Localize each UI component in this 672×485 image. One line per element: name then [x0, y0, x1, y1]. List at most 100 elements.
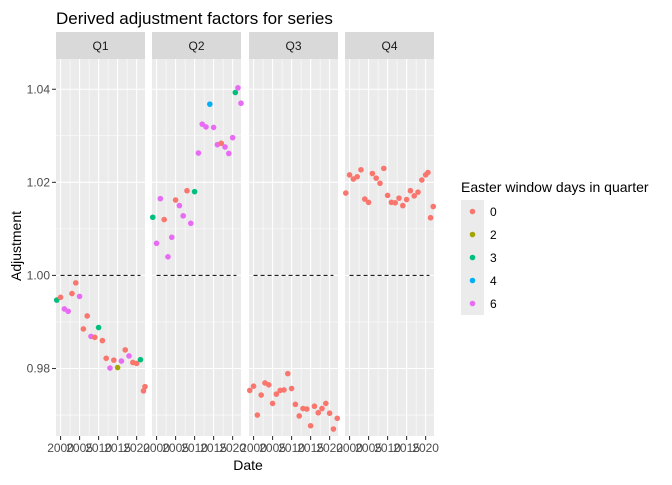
data-point [281, 387, 287, 393]
data-point [161, 216, 167, 223]
data-point [254, 412, 261, 418]
data-point [107, 365, 113, 371]
x-tick-label: 2000 [336, 441, 363, 455]
x-tick-label: 2010 [85, 441, 112, 455]
data-point [84, 313, 90, 319]
panel-background [345, 59, 434, 436]
data-point [99, 337, 106, 344]
data-point [165, 254, 171, 260]
y-tick-label: 1.02 [27, 175, 51, 189]
data-point [288, 385, 295, 392]
legend-marker [469, 208, 476, 215]
data-point [265, 382, 272, 388]
chart-title: Derived adjustment factors for series [56, 9, 333, 28]
data-point [304, 406, 310, 412]
data-point [207, 101, 213, 107]
data-point [380, 165, 387, 172]
facet-strip [249, 32, 338, 59]
data-point [307, 422, 314, 429]
legend-label: 0 [490, 205, 497, 219]
data-point [330, 426, 337, 432]
legend-entry: 0 [461, 200, 497, 223]
data-point [315, 409, 322, 416]
data-point [361, 196, 368, 202]
x-axis-title: Date [233, 457, 263, 473]
data-point [430, 203, 437, 210]
panel-background [152, 59, 241, 436]
data-point [296, 413, 303, 419]
data-point [91, 334, 98, 341]
panel-background [249, 59, 338, 436]
data-point [57, 294, 64, 301]
x-tick-label: 2000 [143, 441, 170, 455]
data-point [354, 173, 360, 180]
data-point [384, 192, 391, 199]
x-tick-label: 2010 [278, 441, 305, 455]
data-point [326, 410, 333, 416]
data-point [396, 195, 402, 201]
data-point [69, 290, 75, 297]
panel-background [56, 59, 145, 436]
x-tick-label: 2020 [123, 441, 150, 455]
data-point [191, 188, 198, 195]
data-point [142, 383, 148, 390]
x-tick-label: 2005 [259, 441, 286, 455]
legend-label: 2 [490, 228, 497, 242]
data-point [153, 240, 160, 247]
x-tick-label: 2015 [297, 441, 324, 455]
data-point [407, 187, 414, 194]
data-point [137, 356, 144, 363]
data-point [172, 197, 179, 203]
data-point [80, 326, 87, 332]
facet-strip-label: Q2 [188, 39, 204, 53]
data-point [258, 392, 264, 398]
data-point [187, 220, 194, 227]
data-point [168, 234, 175, 241]
data-point [346, 172, 353, 178]
x-tick-label: 2020 [316, 441, 343, 455]
legend-entry: 4 [461, 269, 497, 292]
data-point [238, 100, 244, 107]
legend-marker [469, 300, 476, 307]
y-tick-label: 1.04 [27, 82, 51, 96]
x-tick-label: 2010 [181, 441, 208, 455]
x-tick-label: 2015 [104, 441, 131, 455]
data-point [311, 403, 318, 410]
data-point [195, 150, 202, 156]
legend-marker [469, 231, 476, 238]
x-tick-label: 2000 [47, 441, 74, 455]
data-point [210, 124, 217, 131]
legend-label: 4 [490, 274, 497, 288]
data-point [415, 189, 421, 195]
x-tick-label: 2020 [412, 441, 439, 455]
data-point [342, 190, 349, 196]
y-axis: 0.98 1.00 1.02 1.04 [27, 82, 56, 376]
legend-entry: 3 [461, 246, 497, 269]
data-point [149, 214, 156, 221]
data-point [72, 280, 79, 286]
facet-strip-label: Q1 [92, 39, 108, 53]
data-point [103, 355, 110, 362]
x-tick-label: 2005 [162, 441, 189, 455]
data-point [226, 150, 232, 157]
facet-strip [345, 32, 434, 59]
data-point [284, 370, 291, 377]
legend-label: 3 [490, 251, 497, 265]
data-point [269, 400, 276, 407]
data-point [232, 89, 239, 96]
data-point [222, 144, 228, 150]
legend-marker [469, 277, 476, 284]
data-point [184, 187, 190, 194]
legend-label: 6 [490, 297, 497, 311]
data-point [133, 360, 140, 367]
facet-strip [152, 32, 241, 59]
data-point [292, 401, 299, 408]
data-point [114, 364, 121, 371]
data-point [76, 293, 83, 300]
data-point [65, 308, 71, 315]
